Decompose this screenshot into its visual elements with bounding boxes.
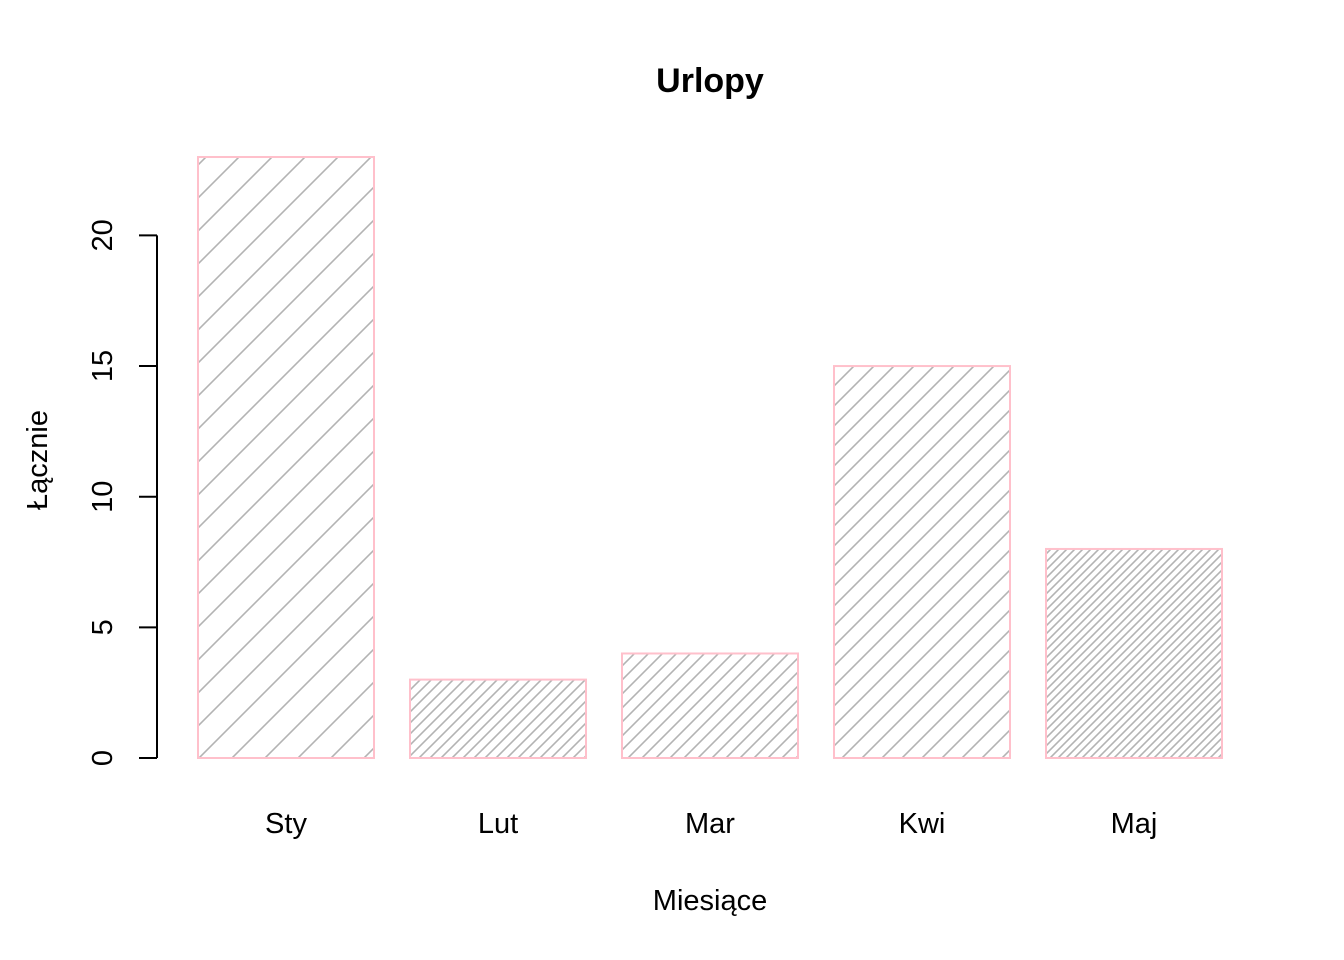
x-category-label: Sty <box>265 808 307 840</box>
x-axis-title: Miesiące <box>653 885 767 917</box>
bar-lut <box>409 678 587 759</box>
y-tick-label: 5 <box>87 619 119 635</box>
x-category-label: Mar <box>685 808 735 840</box>
bar-mar <box>621 652 799 759</box>
x-category-label: Lut <box>478 808 518 840</box>
x-category-label: Kwi <box>899 808 946 840</box>
bar-maj <box>1045 547 1223 760</box>
chart-title: Urlopy <box>656 62 764 100</box>
bar-kwi <box>833 365 1011 759</box>
y-tick-label: 0 <box>87 750 119 766</box>
y-tick-label: 10 <box>87 481 119 513</box>
y-tick-label: 20 <box>87 219 119 251</box>
x-category-label: Maj <box>1111 808 1158 840</box>
x-axis-labels: Sty Lut Mar Kwi Maj <box>265 808 1157 840</box>
y-axis-title: Łącznie <box>22 410 54 510</box>
y-tick-label: 15 <box>87 350 119 382</box>
bar-sty <box>197 156 375 759</box>
bars-group <box>197 156 1223 760</box>
y-axis: 0 5 10 15 20 <box>87 219 158 766</box>
